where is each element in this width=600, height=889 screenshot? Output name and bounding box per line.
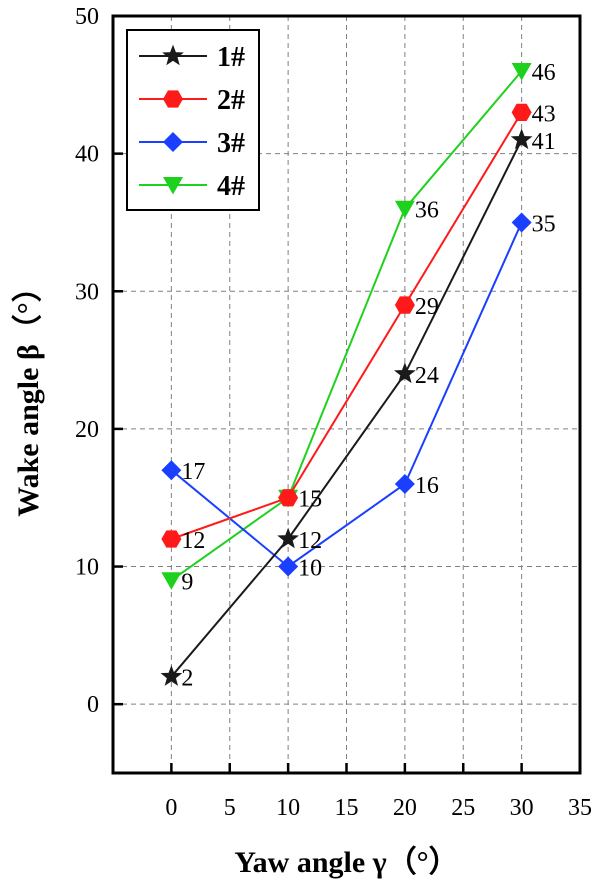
series-2-point [394, 296, 415, 314]
legend-marker [163, 132, 183, 152]
x-tick-label: 0 [165, 795, 177, 821]
series-1-data-label: 2 [181, 666, 193, 692]
series-layer [160, 63, 533, 686]
series-2-point [161, 530, 182, 548]
x-tick-label: 35 [568, 795, 592, 821]
series-2-point [278, 489, 299, 507]
series-3-data-label: 16 [415, 473, 439, 499]
legend-marker [163, 177, 183, 195]
y-axis-title: Wake angle β（°） [11, 272, 45, 516]
y-tick-label: 10 [75, 555, 99, 581]
x-tick-label: 25 [451, 795, 475, 821]
series-4-point [511, 63, 532, 81]
series-1-data-label: 41 [532, 129, 556, 155]
series-3-data-label: 35 [532, 211, 556, 237]
legend-marker [163, 90, 183, 108]
data-labels: 2 12 24 41 12 29 43 17 10 16 35 9 15 36 46 [181, 60, 555, 692]
series-3-point [394, 473, 415, 494]
series-3-point [511, 212, 532, 233]
series-4-data-label: 36 [415, 198, 439, 224]
y-tick-label: 30 [75, 279, 99, 305]
series-3-data-label: 17 [181, 459, 205, 485]
series-2-data-label: 12 [181, 528, 205, 554]
x-tick-label: 10 [276, 795, 300, 821]
y-tick-label: 40 [75, 142, 99, 168]
series-3-point [161, 460, 182, 481]
series-1-data-label: 12 [298, 528, 322, 554]
series-3-point [278, 556, 299, 577]
series-line-1 [170, 139, 523, 678]
series-1-data-label: 24 [415, 363, 439, 389]
legend-label: 1# [217, 42, 245, 73]
series-1-point [277, 527, 299, 549]
y-tick-label: 50 [75, 4, 99, 30]
legend-label: 2# [217, 85, 245, 116]
series-1-point [160, 665, 183, 686]
series-3-data-label: 10 [298, 556, 322, 582]
series-4-data-label: 15 [298, 487, 322, 513]
legend-label: 4# [217, 171, 245, 202]
series-4-data-label: 46 [532, 60, 556, 86]
series-4-point [161, 572, 182, 590]
ticks: 0 5 10 15 20 25 30 35 0 10 20 30 40 50 [75, 4, 592, 821]
series-2-data-label: 29 [415, 294, 439, 320]
x-tick-label: 30 [510, 795, 534, 821]
x-axis-title: Yaw angle γ（°） [234, 845, 458, 879]
x-tick-label: 15 [335, 795, 359, 821]
x-tick-label: 5 [224, 795, 236, 821]
series-line-2 [171, 111, 523, 540]
series-2-data-label: 43 [532, 101, 556, 127]
series-1-point [394, 362, 416, 384]
series-2-point [511, 103, 532, 122]
legend-label: 3# [217, 128, 245, 159]
legend: 1# 2# 3# 4# [126, 29, 260, 211]
series-4-point [394, 200, 415, 219]
legend-box [126, 29, 260, 211]
y-tick-label: 20 [75, 417, 99, 443]
y-tick-label: 0 [87, 692, 99, 718]
legend-marker [162, 44, 184, 66]
x-tick-label: 20 [393, 795, 417, 821]
series-line-4 [170, 70, 523, 582]
series-4-data-label: 9 [181, 569, 193, 595]
series-1-point [510, 128, 533, 150]
